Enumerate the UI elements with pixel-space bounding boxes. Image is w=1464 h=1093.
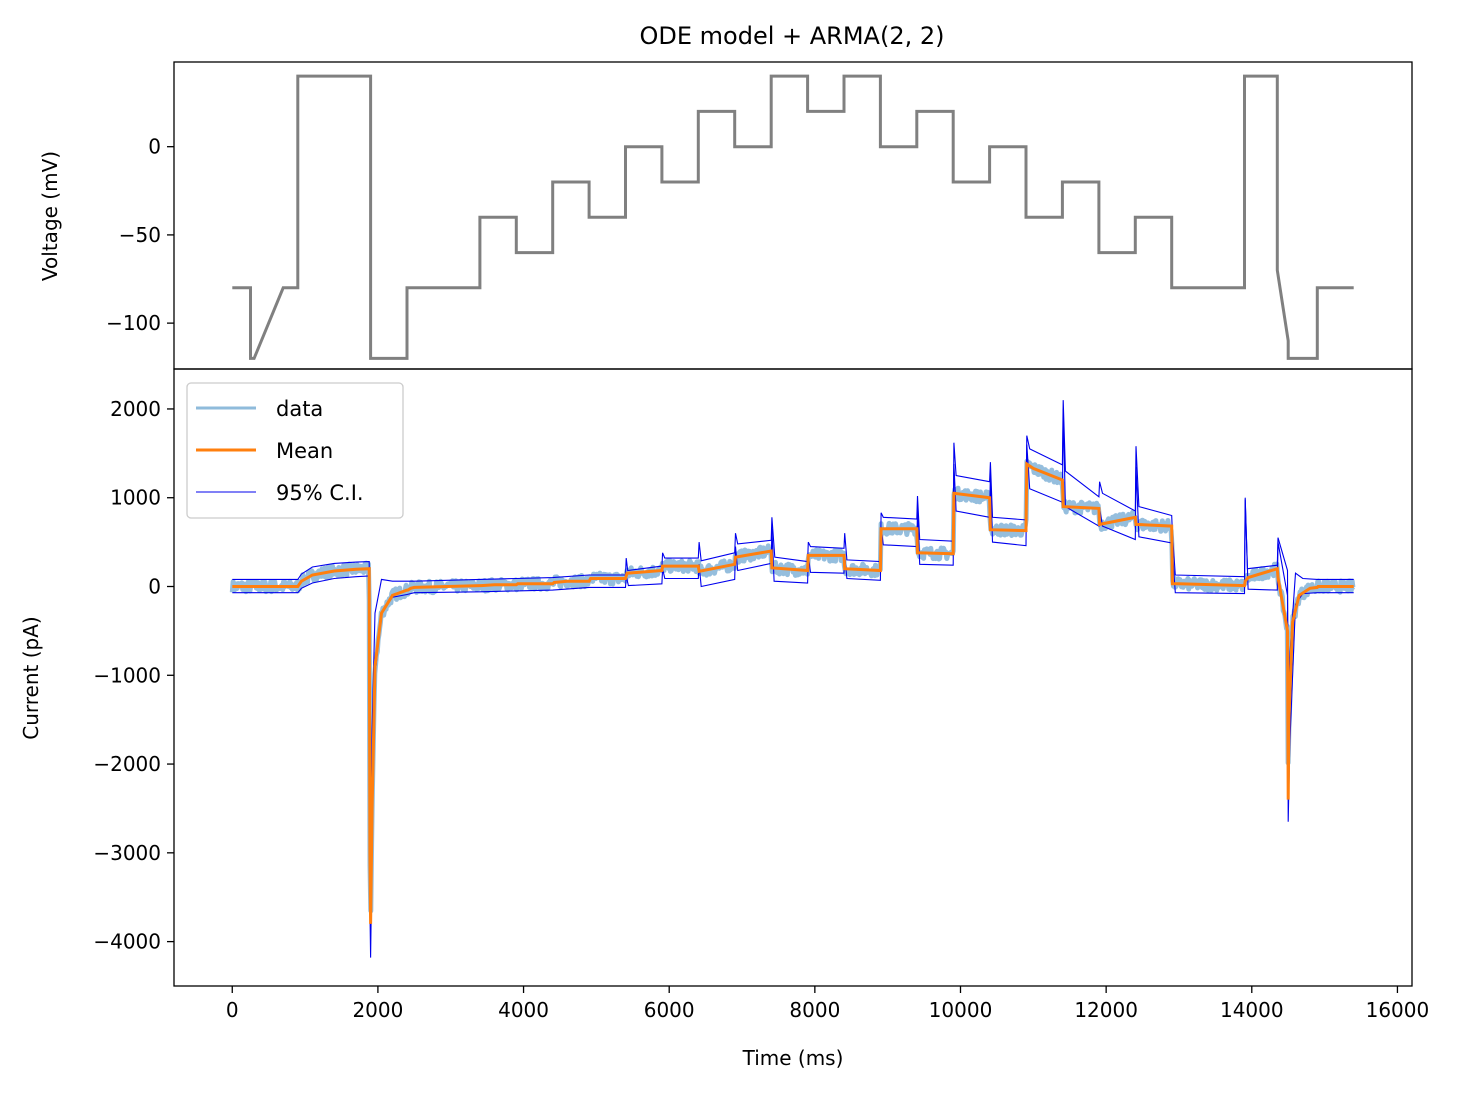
current-y-ticks: 2000 1000 0 −1000 −2000 −3000 −4000 <box>93 397 174 954</box>
voltage-trace <box>232 74 1354 360</box>
voltage-y-tick-label: −100 <box>106 311 161 335</box>
current-y-tick-label: 0 <box>148 575 161 599</box>
legend-label-mean: Mean <box>276 439 333 463</box>
legend-label-data: data <box>276 397 323 421</box>
voltage-y-tick-label: −50 <box>119 223 161 247</box>
voltage-y-ticks: 0 −50 −100 <box>106 135 174 335</box>
time-x-tick-label: 2000 <box>352 998 403 1022</box>
data-series-line <box>229 458 1356 914</box>
current-plot-area <box>229 400 1356 958</box>
time-x-tick-label: 8000 <box>789 998 840 1022</box>
time-x-label: Time (ms) <box>742 1046 844 1070</box>
time-x-tick-label: 12000 <box>1074 998 1138 1022</box>
current-y-tick-label: −2000 <box>93 752 161 776</box>
chart-title: ODE model + ARMA(2, 2) <box>639 22 944 50</box>
time-x-tick-label: 10000 <box>929 998 993 1022</box>
current-y-tick-label: 2000 <box>110 397 161 421</box>
legend-box <box>186 382 404 519</box>
time-x-tick-label: 4000 <box>498 998 549 1022</box>
legend: data Mean 95% C.I. <box>186 382 404 519</box>
voltage-y-tick-label: 0 <box>148 135 161 159</box>
current-y-tick-label: −1000 <box>93 663 161 687</box>
voltage-y-label: Voltage (mV) <box>38 151 62 281</box>
time-x-tick-label: 6000 <box>644 998 695 1022</box>
time-x-ticks: 0 2000 4000 6000 8000 10000 12000 14000 16000 <box>226 986 1429 1022</box>
current-y-label: Current (pA) <box>19 616 43 739</box>
current-y-tick-label: −4000 <box>93 930 161 954</box>
current-y-tick-label: 1000 <box>110 486 161 510</box>
time-x-tick-label: 16000 <box>1366 998 1430 1022</box>
mean-series-line <box>232 461 1354 924</box>
voltage-panel: 0 −50 −100 Voltage (mV) <box>38 61 1413 370</box>
current-axes-frame <box>173 368 1413 987</box>
voltage-plot-area <box>232 74 1354 360</box>
legend-label-ci: 95% C.I. <box>276 481 364 505</box>
time-x-tick-label: 14000 <box>1220 998 1284 1022</box>
voltage-axes-frame <box>173 61 1413 370</box>
time-x-tick-label: 0 <box>226 998 239 1022</box>
current-y-tick-label: −3000 <box>93 841 161 865</box>
